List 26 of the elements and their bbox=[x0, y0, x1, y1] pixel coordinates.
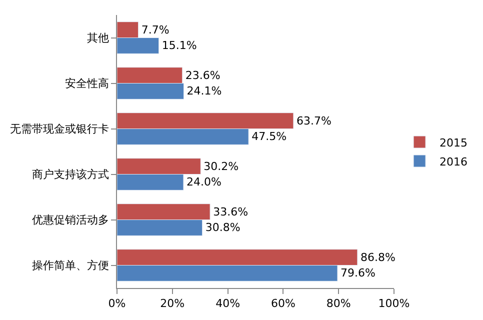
y-tick-label: 安全性高 bbox=[64, 77, 109, 90]
y-tick-label: 操作简单、方便 bbox=[32, 259, 109, 272]
y-tick-label: 无需带现金或银行卡 bbox=[10, 122, 109, 136]
data-label: 79.6% bbox=[340, 266, 376, 280]
y-tick-label: 优惠促销活动多 bbox=[32, 214, 109, 227]
data-label: 33.6% bbox=[213, 205, 248, 218]
legend-label: 2015 bbox=[440, 136, 468, 150]
legend-label: 2016 bbox=[440, 155, 468, 168]
x-tick-label: 40% bbox=[216, 297, 240, 310]
data-label: 23.6% bbox=[185, 68, 220, 82]
data-label: 47.5% bbox=[252, 130, 287, 144]
x-tick-label: 20% bbox=[160, 297, 185, 310]
data-label: 30.2% bbox=[204, 160, 239, 173]
data-label: 86.8% bbox=[360, 250, 396, 264]
x-tick-label: 0% bbox=[108, 297, 126, 310]
data-label: 7.7% bbox=[141, 23, 170, 36]
data-label: 24.0% bbox=[186, 176, 222, 189]
x-tick-label: 80% bbox=[326, 297, 351, 310]
y-tick-label: 商户支持该方式 bbox=[32, 168, 109, 182]
x-tick-label: 100% bbox=[378, 297, 410, 310]
y-tick-label: 其他 bbox=[86, 32, 109, 45]
data-label: 63.7% bbox=[296, 114, 332, 128]
data-label: 24.1% bbox=[186, 84, 222, 98]
data-label: 30.8% bbox=[205, 221, 240, 234]
data-label: 15.1% bbox=[162, 39, 197, 52]
x-tick-label: 60% bbox=[270, 297, 296, 310]
